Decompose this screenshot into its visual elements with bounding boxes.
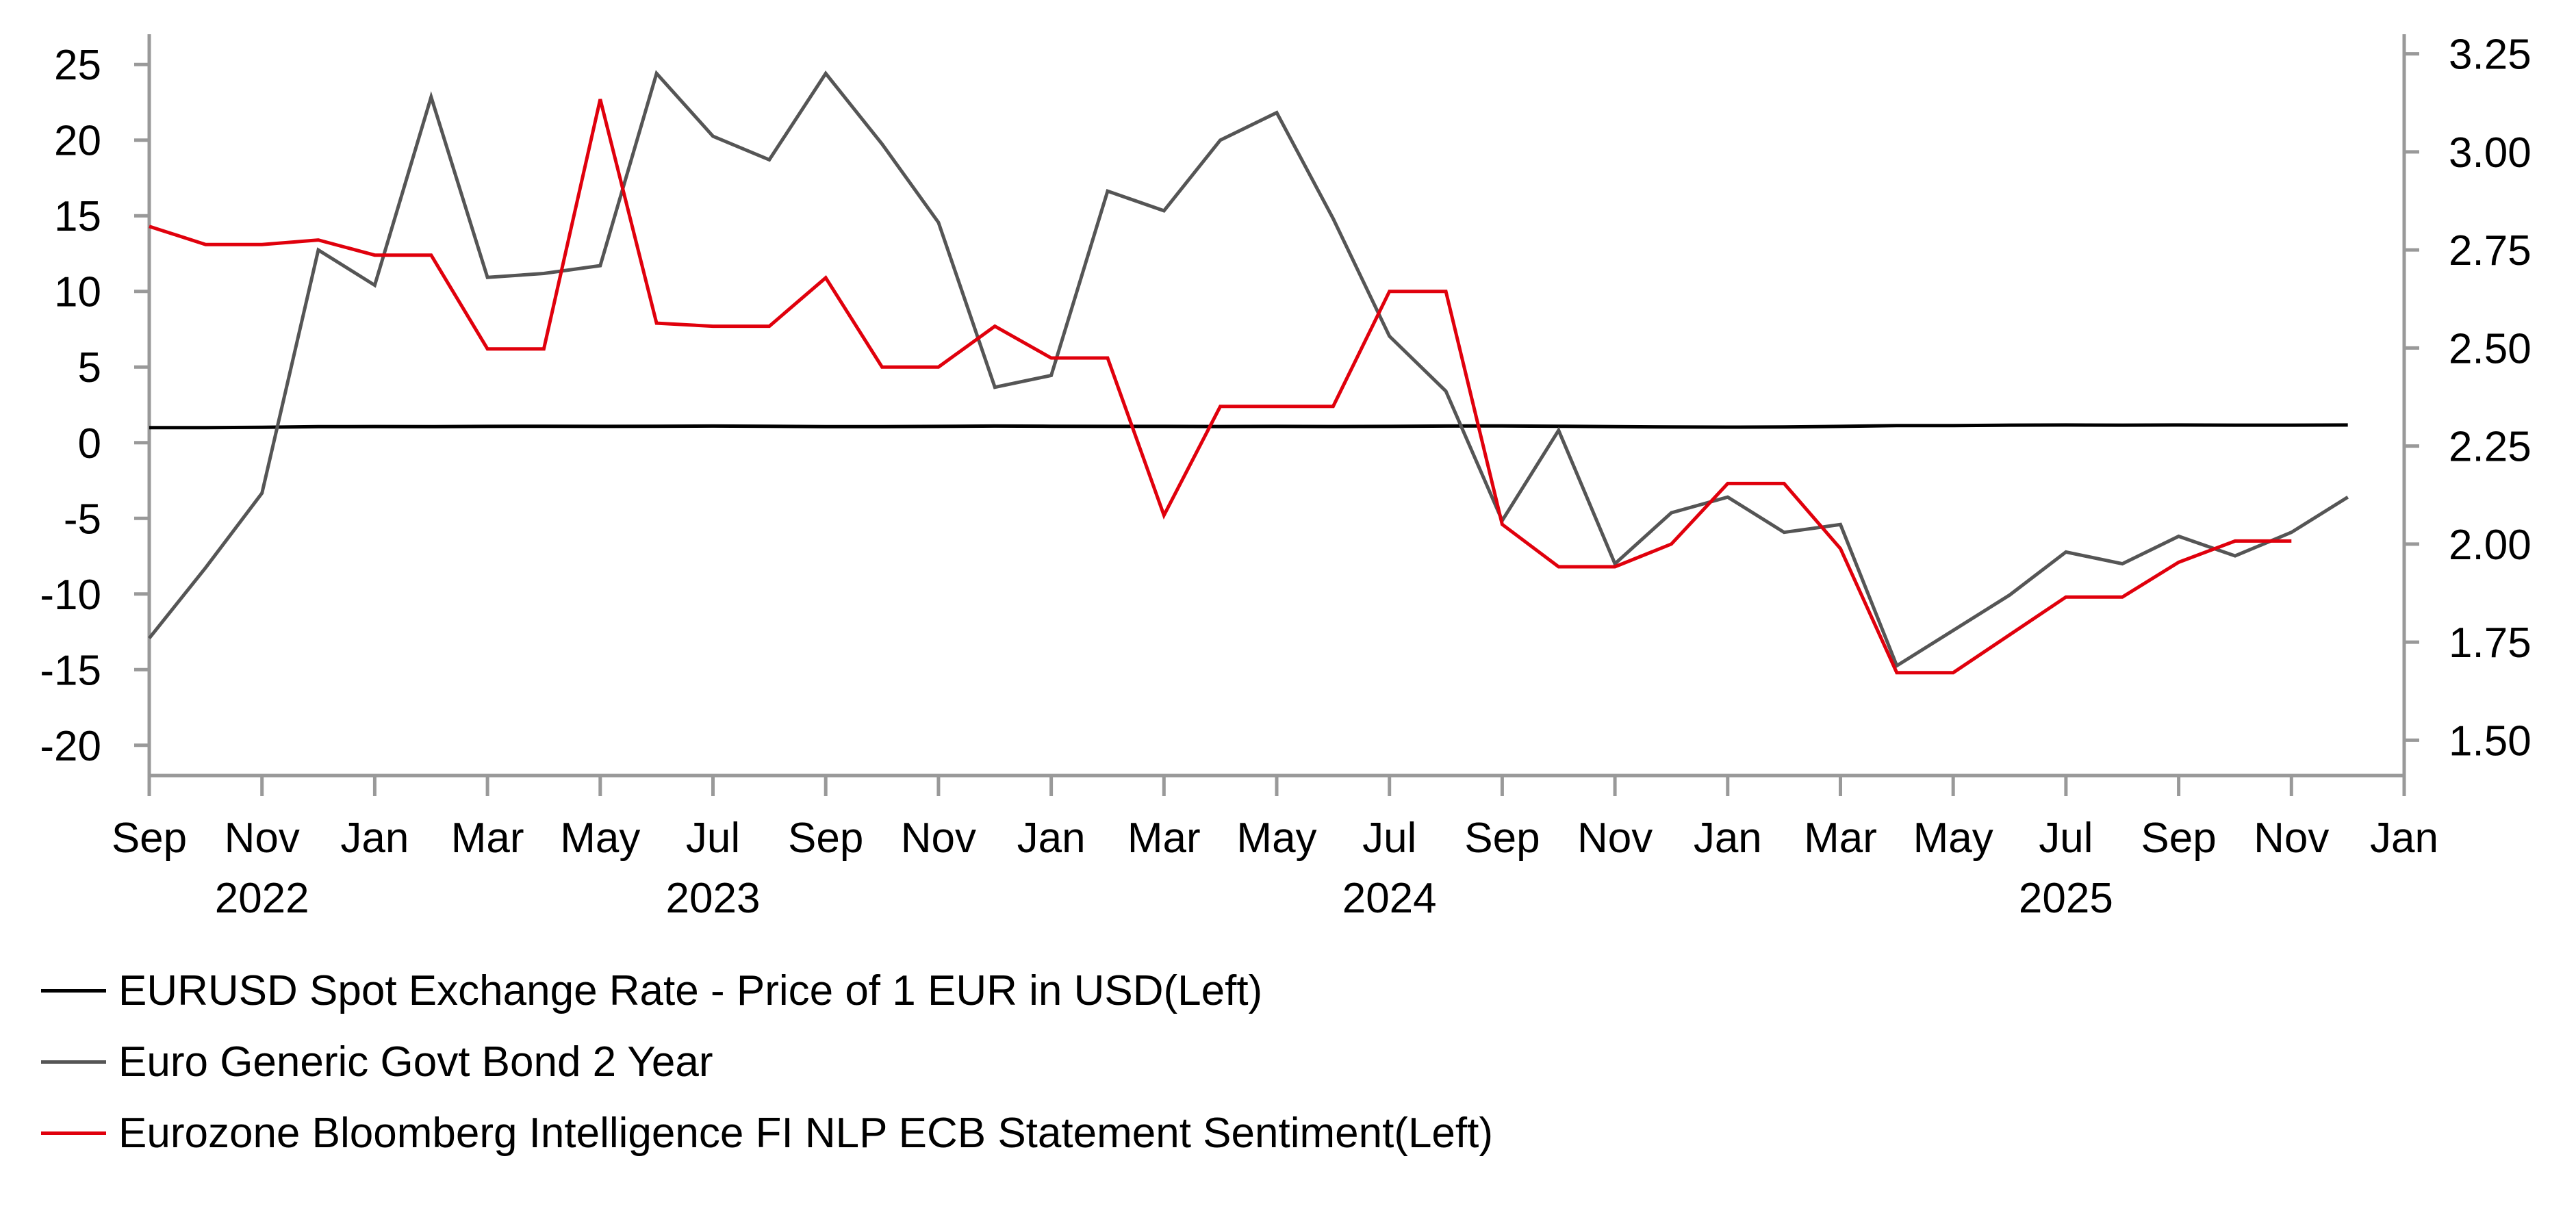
left-y-tick-label: -10 bbox=[40, 572, 101, 619]
x-tick-label: Jan bbox=[1017, 815, 1086, 862]
left-y-tick-label: 0 bbox=[78, 420, 101, 468]
right-y-tick-label: 1.50 bbox=[2449, 717, 2532, 765]
x-year-label: 2022 bbox=[215, 875, 309, 922]
x-tick-label: Sep bbox=[2141, 815, 2216, 862]
legend-swatch-ecb-sentiment bbox=[41, 1131, 106, 1135]
series-line-eurozone-bloomberg-intelligence-fi-nlp-ecb-statement-sentiment-left bbox=[149, 99, 2292, 675]
right-y-tick-label: 2.75 bbox=[2449, 227, 2532, 274]
legend-item-ecb-sentiment: Eurozone Bloomberg Intelligence FI NLP E… bbox=[41, 1097, 1493, 1168]
x-tick-label: Mar bbox=[451, 815, 524, 862]
x-tick-label: Sep bbox=[112, 815, 187, 862]
series-line-euro-generic-govt-bond-2-year bbox=[148, 70, 2349, 669]
x-tick-label: Nov bbox=[901, 815, 976, 862]
left-y-tick-label: -5 bbox=[64, 496, 101, 543]
left-y-tick-label: -15 bbox=[40, 647, 101, 694]
left-y-tick-label: 20 bbox=[54, 118, 101, 165]
legend-item-euro-2y-bond: Euro Generic Govt Bond 2 Year bbox=[41, 1026, 1493, 1097]
x-year-label: 2023 bbox=[666, 875, 761, 922]
right-y-tick-label: 3.25 bbox=[2449, 31, 2532, 79]
x-tick-label: May bbox=[1913, 815, 1993, 862]
x-tick-label: Jan bbox=[340, 815, 409, 862]
left-y-tick-label: 15 bbox=[54, 193, 101, 240]
left-y-tick-label: 25 bbox=[54, 42, 101, 89]
right-y-tick-label: 2.50 bbox=[2449, 325, 2532, 372]
x-tick-label: May bbox=[1236, 815, 1316, 862]
x-tick-label: Sep bbox=[788, 815, 863, 862]
x-tick-label: Jul bbox=[686, 815, 740, 862]
x-year-label: 2025 bbox=[2019, 875, 2113, 922]
x-tick-label: Mar bbox=[1127, 815, 1201, 862]
legend-item-eurusd-spot: EURUSD Spot Exchange Rate - Price of 1 E… bbox=[41, 955, 1493, 1026]
right-y-tick-label: 2.25 bbox=[2449, 424, 2532, 471]
x-tick-label: Jan bbox=[1694, 815, 1762, 862]
right-y-tick-label: 2.00 bbox=[2449, 522, 2532, 569]
x-tick-label: Nov bbox=[2254, 815, 2329, 862]
x-tick-label: Nov bbox=[225, 815, 300, 862]
legend-label-euro-2y-bond: Euro Generic Govt Bond 2 Year bbox=[118, 1038, 713, 1086]
x-tick-label: Nov bbox=[1577, 815, 1653, 862]
right-y-tick-label: 3.00 bbox=[2449, 129, 2532, 177]
legend-swatch-eurusd-spot bbox=[41, 988, 106, 993]
x-tick-label: May bbox=[560, 815, 640, 862]
legend: EURUSD Spot Exchange Rate - Price of 1 E… bbox=[41, 955, 1493, 1168]
x-tick-label: Mar bbox=[1804, 815, 1877, 862]
right-y-tick-label: 1.75 bbox=[2449, 619, 2532, 667]
x-tick-label: Jul bbox=[2039, 815, 2093, 862]
x-tick-label: Jan bbox=[2370, 815, 2438, 862]
x-tick-label: Jul bbox=[1362, 815, 1416, 862]
legend-label-ecb-sentiment: Eurozone Bloomberg Intelligence FI NLP E… bbox=[118, 1109, 1494, 1157]
legend-label-eurusd-spot: EURUSD Spot Exchange Rate - Price of 1 E… bbox=[118, 967, 1263, 1014]
left-y-tick-label: 5 bbox=[78, 344, 101, 392]
left-y-tick-label: -20 bbox=[40, 723, 101, 770]
legend-swatch-euro-2y-bond bbox=[41, 1060, 106, 1064]
left-y-tick-label: 10 bbox=[54, 269, 101, 316]
x-year-label: 2024 bbox=[1342, 875, 1437, 922]
x-tick-label: Sep bbox=[1464, 815, 1540, 862]
series-line-eurusd-spot-exchange-rate-price-of-1-eur-in-usd-left bbox=[149, 423, 2348, 430]
